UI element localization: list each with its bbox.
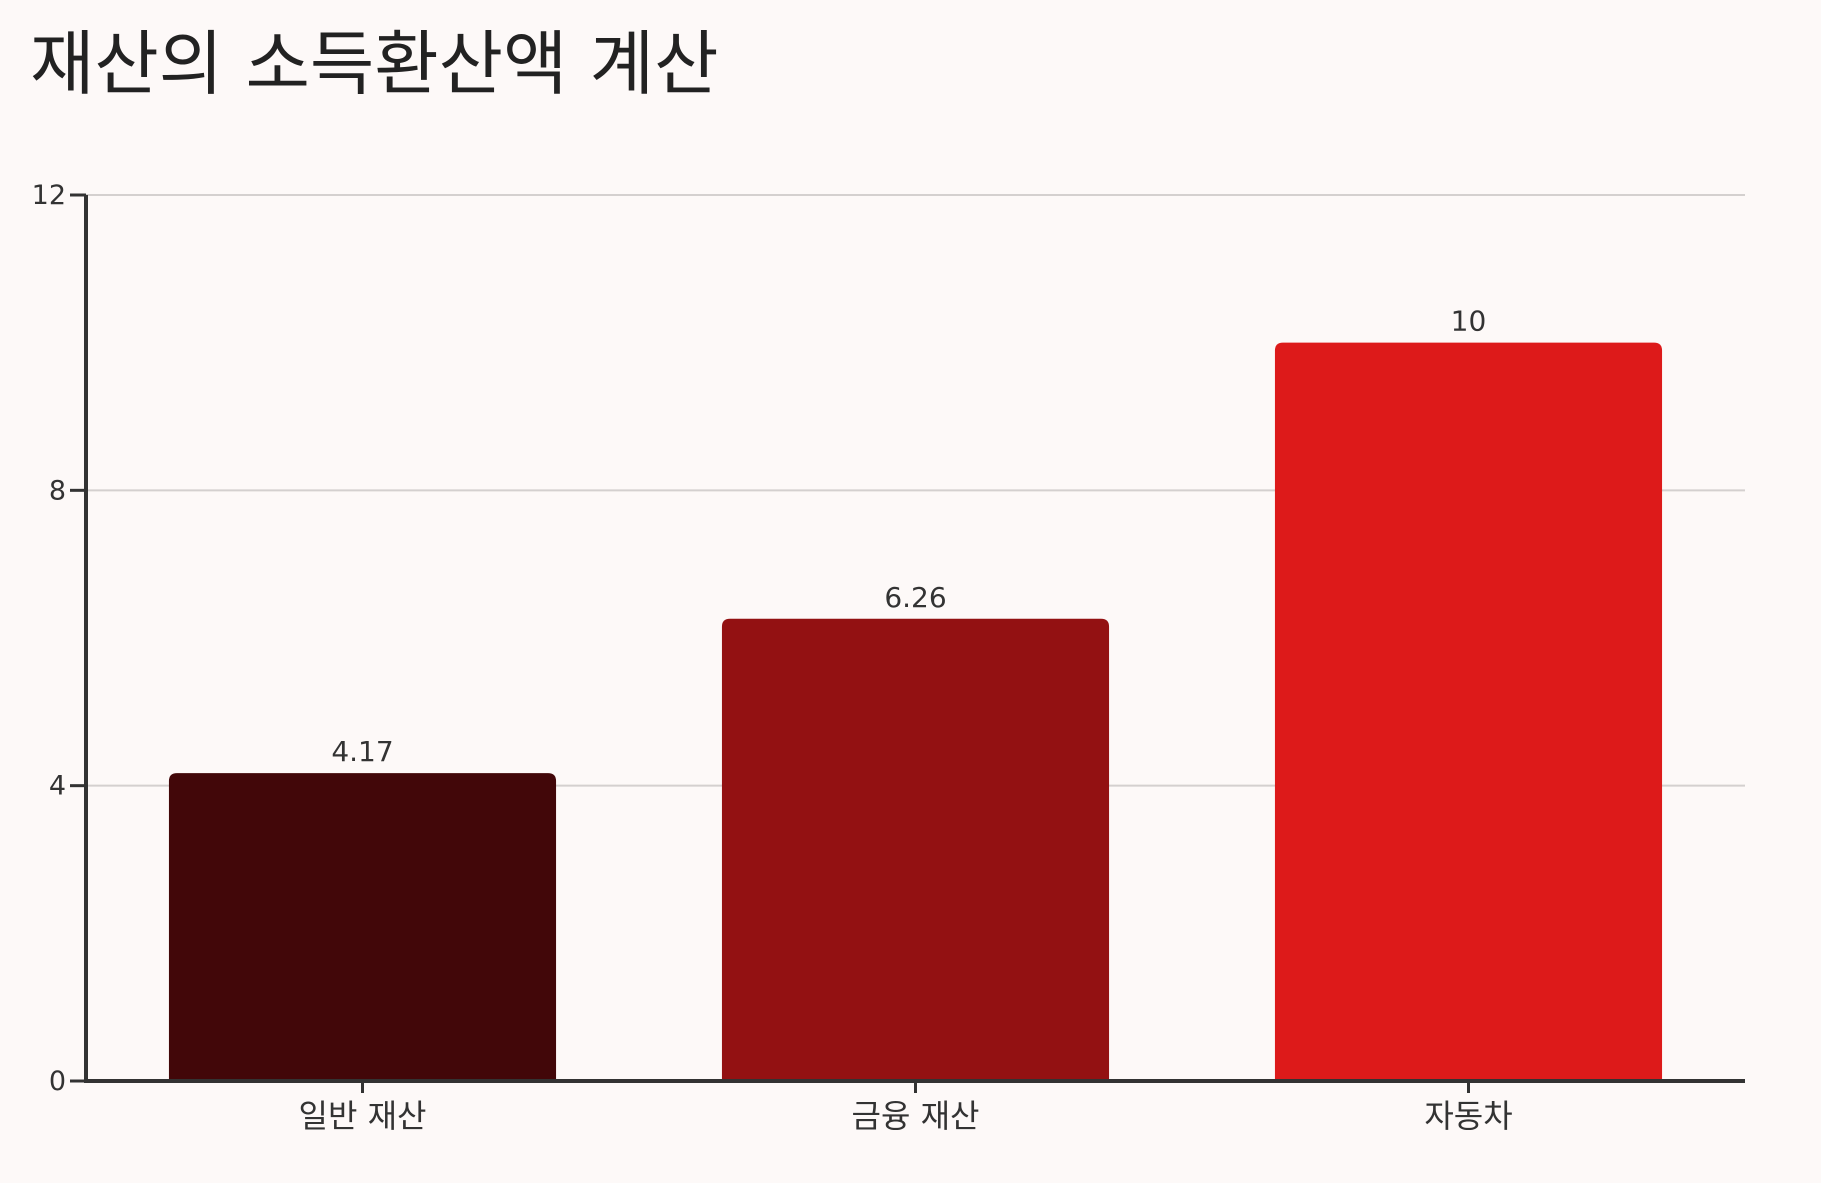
category-label-2: 금융 재산 <box>852 1097 980 1135</box>
bar-2 <box>721 618 1110 1081</box>
y-tick-label-12: 12 <box>32 180 66 211</box>
bar-1 <box>168 773 557 1081</box>
bar-3 <box>1274 342 1663 1082</box>
y-tick-label-8: 8 <box>49 475 66 506</box>
data-label-2: 6.26 <box>884 581 946 614</box>
y-tick-label-0: 0 <box>49 1066 66 1097</box>
data-label-3: 10 <box>1451 305 1487 338</box>
y-tick-label-4: 4 <box>49 771 66 802</box>
data-label-1: 4.17 <box>331 735 393 768</box>
category-label-3: 자동차 <box>1424 1097 1512 1135</box>
chart-title: 재산의 소득환산액 계산 <box>30 23 719 105</box>
category-label-1: 일반 재산 <box>299 1097 427 1135</box>
